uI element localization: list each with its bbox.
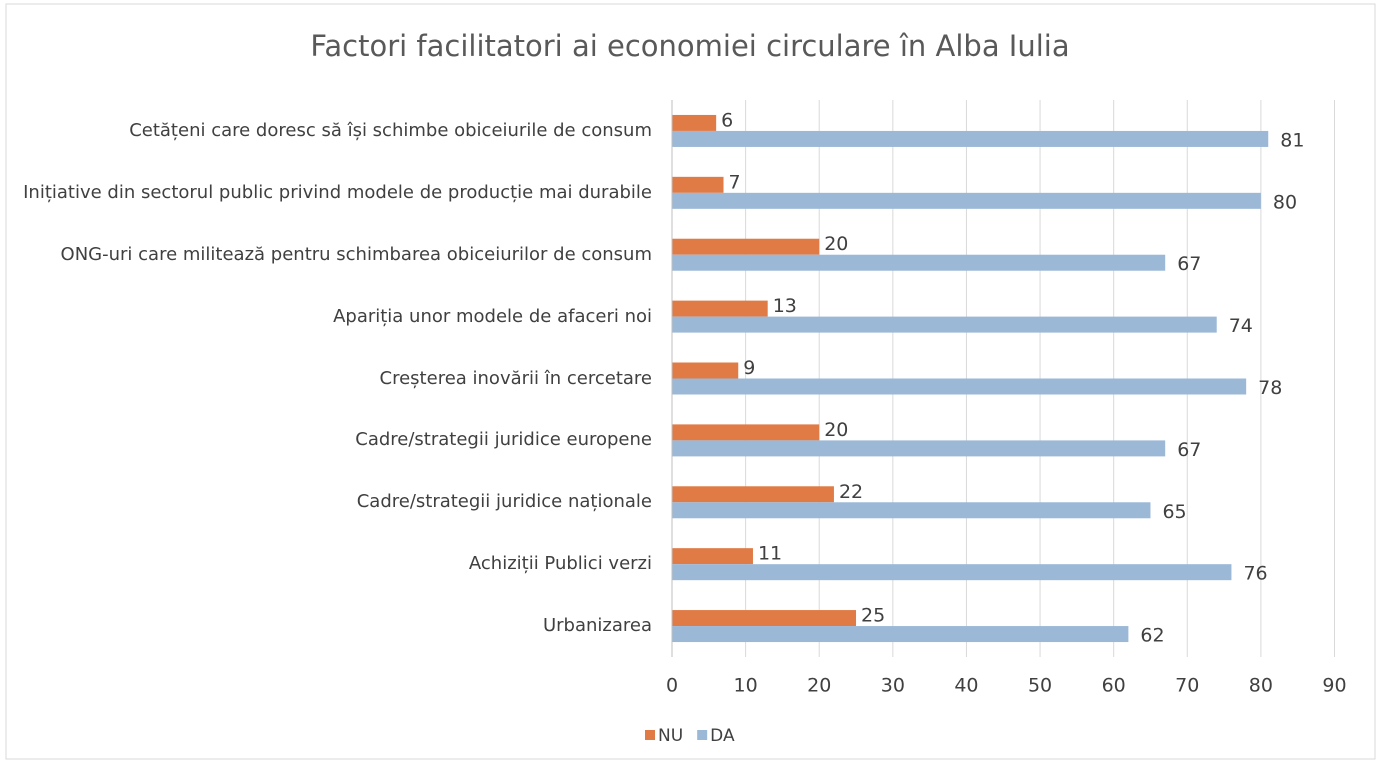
- x-tick-label: 90: [1322, 675, 1346, 697]
- y-tick-label: Achiziții Publici verzi: [468, 553, 652, 575]
- x-tick-label: 80: [1249, 675, 1273, 697]
- bar: [672, 254, 1166, 271]
- y-tick-label: Creșterea inovării în cercetare: [379, 367, 652, 389]
- data-label: 9: [743, 357, 755, 379]
- bar: [672, 130, 1269, 147]
- x-tick-label: 70: [1175, 675, 1199, 697]
- data-label: 13: [773, 295, 797, 317]
- bar: [672, 486, 834, 503]
- data-label: 80: [1273, 191, 1297, 213]
- bar: [672, 548, 753, 565]
- data-label: 62: [1140, 625, 1164, 647]
- bar: [672, 300, 768, 317]
- data-label: 81: [1280, 129, 1304, 151]
- bar: [672, 610, 857, 627]
- bar: [672, 424, 820, 441]
- chart-border: [5, 3, 1376, 760]
- data-label: 67: [1177, 439, 1201, 461]
- data-label: 74: [1229, 315, 1253, 337]
- y-tick-label: Cadre/strategii juridice naționale: [356, 491, 652, 513]
- bar: [672, 564, 1232, 581]
- data-label: 20: [824, 419, 848, 441]
- x-tick-label: 0: [666, 675, 678, 697]
- x-tick-label: 10: [734, 675, 758, 697]
- x-tick-label: 50: [1028, 675, 1052, 697]
- legend-swatch: [697, 730, 708, 740]
- x-tick-label: 30: [881, 675, 905, 697]
- x-tick-label: 40: [954, 675, 978, 697]
- legend-label: DA: [710, 726, 735, 746]
- bar: [672, 378, 1247, 395]
- y-tick-label: Cadre/strategii juridice europene: [355, 429, 652, 451]
- data-label: 11: [758, 543, 782, 565]
- legend-swatch: [645, 730, 655, 740]
- data-label: 7: [729, 171, 741, 193]
- data-label: 22: [839, 481, 863, 503]
- legend-label: NU: [658, 726, 683, 746]
- y-tick-label: ONG-uri care militează pentru schimbarea…: [60, 243, 652, 265]
- y-tick-label: Urbanizarea: [542, 615, 652, 637]
- y-tick-label: Apariția unor modele de afaceri noi: [333, 305, 652, 327]
- data-label: 65: [1162, 501, 1186, 523]
- data-label: 67: [1177, 253, 1201, 275]
- chart-title: Factori facilitatori ai economiei circul…: [310, 29, 1069, 63]
- bar: [672, 114, 717, 131]
- bar: [672, 176, 724, 193]
- data-label: 76: [1243, 563, 1267, 585]
- y-tick-label: Inițiative din sectorul public privind m…: [23, 181, 652, 203]
- bar: [672, 238, 820, 255]
- y-tick-label: Cetățeni care doresc să își schimbe obic…: [129, 119, 652, 141]
- data-label: 6: [721, 109, 733, 131]
- data-label: 25: [861, 605, 885, 627]
- bar: [672, 316, 1217, 333]
- bar: [672, 192, 1261, 209]
- bar: [672, 502, 1151, 519]
- bar: [672, 440, 1166, 457]
- bar: [672, 626, 1129, 643]
- x-tick-label: 20: [807, 675, 831, 697]
- data-label: 78: [1258, 377, 1282, 399]
- data-label: 20: [824, 233, 848, 255]
- bar: [672, 362, 739, 379]
- x-tick-label: 60: [1102, 675, 1126, 697]
